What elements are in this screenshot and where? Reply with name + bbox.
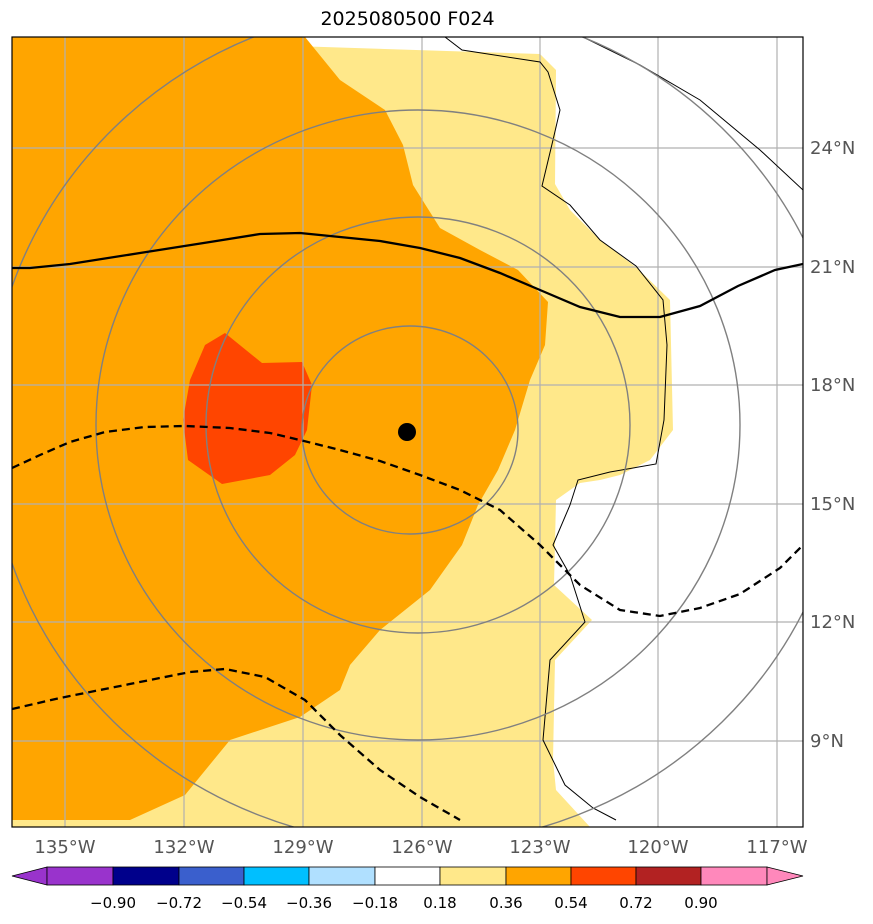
range-ring-1: [301, 325, 519, 535]
colorbar-tick-label: −0.72: [156, 894, 202, 912]
lat-label: 21°N: [810, 257, 855, 278]
colorbar-tick-label: −0.54: [221, 894, 267, 912]
colorbar-tick-label: −0.90: [90, 894, 136, 912]
colorbar-extend-low: [11, 866, 48, 886]
coastline: [444, 37, 668, 821]
contour-fill-0-54-0-72: [183, 333, 312, 484]
lat-label: 9°N: [810, 731, 844, 752]
lon-label: 132°W: [153, 837, 214, 858]
colorbar-tick-label: 0.90: [684, 894, 717, 912]
colorbar-segment: [243, 866, 310, 886]
colorbar: [11, 866, 804, 886]
colorbar-tick-label: −0.18: [352, 894, 398, 912]
lon-label: 120°W: [627, 837, 688, 858]
colorbar-tick-label: 0.36: [489, 894, 522, 912]
contour-line-dashed-2: [12, 667, 461, 821]
lat-label: 18°N: [810, 375, 855, 396]
colorbar-segment: [439, 866, 507, 886]
graticule: [12, 37, 803, 827]
lat-label: 12°N: [810, 612, 855, 633]
range-ring-2: [205, 216, 631, 634]
lat-tick-labels: 9°N 12°N 15°N 18°N 21°N 24°N: [810, 138, 855, 752]
colorbar-segment: [112, 866, 180, 886]
coastline-2: [582, 37, 803, 191]
contour-line-solid: [12, 231, 803, 319]
lon-label: 123°W: [509, 837, 570, 858]
lon-tick-labels: 135°W 132°W 129°W 126°W 123°W 120°W 117°…: [34, 837, 807, 858]
colorbar-segment: [635, 866, 702, 886]
range-ring-3: [95, 109, 741, 741]
colorbar-segment: [46, 866, 114, 886]
colorbar-segment: [308, 866, 376, 886]
lat-label: 24°N: [810, 138, 855, 159]
colorbar-tick-label: −0.36: [286, 894, 332, 912]
lon-label: 126°W: [391, 837, 452, 858]
colorbar-tick-label: 0.54: [554, 894, 587, 912]
colorbar-extend-high: [766, 866, 804, 886]
colorbar-segment: [505, 866, 572, 886]
storm-center-marker: [398, 423, 416, 441]
colorbar-tick-label: 0.18: [423, 894, 456, 912]
lat-label: 15°N: [810, 494, 855, 515]
lon-label: 117°W: [746, 837, 807, 858]
lon-label: 135°W: [34, 837, 95, 858]
contour-line-dashed-1: [12, 424, 803, 618]
colorbar-segment: [374, 866, 441, 886]
colorbar-segment: [178, 866, 245, 886]
colorbar-tick-label: 0.72: [619, 894, 652, 912]
plot-area: [12, 37, 803, 827]
lon-label: 129°W: [272, 837, 333, 858]
colorbar-tick-labels: −0.90 −0.72 −0.54 −0.36 −0.18 0.18 0.36 …: [90, 894, 718, 912]
map-frame: [11, 36, 804, 828]
range-rings: [12, 37, 803, 827]
map-title: 2025080500 F024: [320, 8, 495, 30]
colorbar-segment: [570, 866, 637, 886]
colorbar-segment: [700, 866, 768, 886]
